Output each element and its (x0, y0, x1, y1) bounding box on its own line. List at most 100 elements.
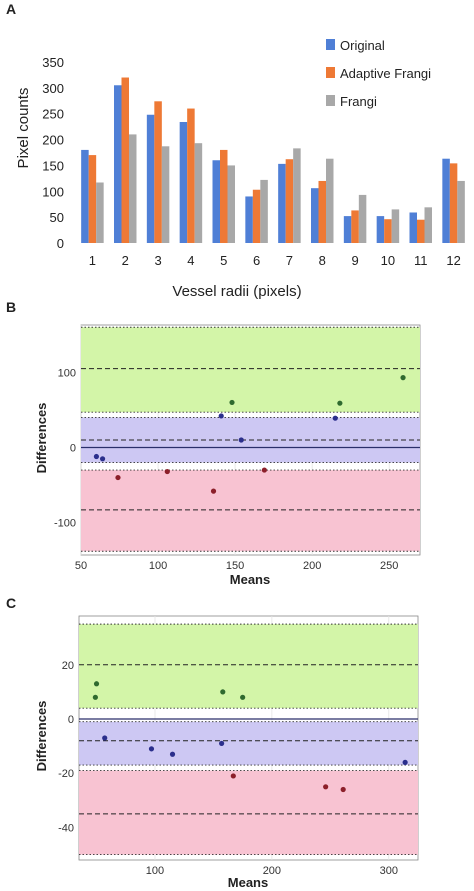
chart-a-legend-label: Adaptive Frangi (340, 66, 431, 81)
chart-b-data-point (337, 400, 343, 406)
chart-a-legend-label: Frangi (340, 94, 377, 109)
chart-a-bar (442, 158, 450, 243)
chart-c-band (79, 721, 418, 766)
chart-b-x-tick-label: 100 (149, 560, 167, 572)
chart-a-bar (220, 149, 228, 243)
chart-a-bar (88, 155, 97, 243)
chart-c-data-point (340, 786, 346, 793)
chart-a-bar (161, 146, 170, 243)
chart-c-data-point (323, 784, 329, 790)
chart-a-legend-swatch (326, 67, 335, 78)
chart-c-data-point (402, 759, 408, 766)
chart-b-x-tick-label: 250 (380, 560, 398, 572)
chart-a-bar (278, 163, 286, 243)
chart-c-x-tick-label: 100 (146, 865, 164, 877)
chart-a-y-tick-label: 350 (42, 55, 64, 70)
chart-a-bar (146, 114, 155, 244)
chart-c-data-point (102, 735, 108, 741)
chart-c-y-tick-label: -20 (58, 768, 74, 780)
chart-c-x-tick-label: 200 (263, 865, 281, 877)
chart-c-y-tick-label: 0 (68, 714, 74, 726)
chart-a-bar (391, 209, 400, 243)
chart-a-bars (81, 77, 465, 244)
chart-b-data-point (400, 375, 406, 381)
chart-a-bar (409, 212, 417, 243)
panel-letter-b: B (6, 299, 16, 315)
chart-a-y-tick-label: 300 (42, 81, 64, 96)
chart-a-bar (285, 159, 294, 243)
chart-b-y-tick-label: 100 (58, 367, 76, 379)
chart-c-data-point (219, 740, 225, 747)
chart-b-y-axis-title: Differences (34, 403, 49, 474)
chart-c-band (79, 624, 418, 709)
chart-a-x-tick-label: 12 (446, 253, 460, 268)
chart-a-bar (260, 179, 268, 243)
panel-letter-a: A (6, 1, 16, 17)
chart-a-legend-label: Original (340, 38, 385, 53)
chart-a-bar (326, 158, 334, 243)
chart-a-bar (187, 108, 195, 244)
chart-a-bar (351, 210, 359, 243)
chart-a-x-tick-label: 8 (319, 253, 326, 268)
chart-b-plot-area: 50 100 150 200 250 -100 0 100 (54, 324, 421, 572)
chart-a-x-tick-label: 2 (122, 253, 129, 268)
chart-b-data-point (93, 453, 100, 460)
chart-c-plot-area: 100 200 300 -40 -20 0 20 (58, 615, 419, 877)
chart-b-band (81, 470, 420, 552)
chart-a-y-tick-label: 0 (57, 236, 64, 251)
chart-c-data-point (148, 746, 155, 752)
chart-b-x-tick-label: 150 (226, 560, 244, 572)
chart-a-bar (417, 219, 425, 243)
chart-c-data-point (92, 694, 98, 700)
chart-a-legend-swatch (326, 39, 335, 50)
chart-a-y-tick-label: 100 (42, 184, 64, 199)
chart-b-band (81, 327, 420, 413)
chart-c-y-axis-title: Differences (34, 701, 49, 772)
chart-a-bar (245, 196, 253, 243)
chart-a-bar (129, 134, 137, 243)
chart-a-bar (424, 207, 432, 243)
chart-a-x-tick-label: 3 (154, 253, 161, 268)
chart-a-x-tick-label: 1 (89, 253, 96, 268)
chart-a-bar (179, 121, 188, 243)
chart-a-bar (121, 77, 129, 243)
chart-b-data-point (99, 456, 106, 462)
chart-a-bar (384, 219, 392, 243)
chart-b-x-tick-label: 200 (303, 560, 321, 572)
chart-c-data-point (240, 694, 246, 700)
chart-b-y-tick-label: 0 (70, 443, 76, 455)
chart-a-x-axis-title: Vessel radii (pixels) (172, 283, 301, 300)
chart-a-bar (114, 85, 122, 244)
chart-a-bar (318, 180, 326, 243)
chart-b-y-tick-label: -100 (54, 518, 76, 530)
chart-b-x-tick-label: 50 (75, 560, 87, 572)
chart-a-x-tick-label: 5 (220, 253, 227, 268)
chart-c-data-point (93, 681, 100, 687)
chart-c-data-point (220, 689, 226, 695)
chart-c-data-point (169, 751, 176, 757)
chart-a-bar (449, 163, 458, 243)
chart-c-y-tick-label: 20 (62, 660, 74, 672)
chart-a-bar (457, 180, 465, 243)
chart-a-y-tick-label: 200 (42, 133, 64, 148)
chart-a-x-tick-label: 4 (187, 253, 194, 268)
chart-a-x-tick-label: 9 (351, 253, 358, 268)
chart-c-data-point (230, 773, 236, 779)
chart-a-y-tick-label: 150 (42, 158, 64, 173)
chart-a-bar (311, 188, 319, 243)
chart-c-x-tick-label: 300 (380, 865, 398, 877)
chart-a-y-tick-label: 50 (50, 210, 64, 225)
chart-a-bar (358, 194, 367, 243)
chart-a-bar (376, 216, 385, 243)
chart-a-bar (154, 101, 162, 243)
chart-a-y-tick-label: 250 (42, 107, 64, 122)
panel-letter-c: C (6, 595, 16, 611)
chart-a-bar (252, 189, 261, 243)
chart-c-x-axis-title: Means (228, 875, 268, 890)
chart-b-x-axis-title: Means (230, 572, 270, 587)
chart-b-data-point (115, 474, 121, 481)
chart-a-bar (96, 182, 104, 243)
